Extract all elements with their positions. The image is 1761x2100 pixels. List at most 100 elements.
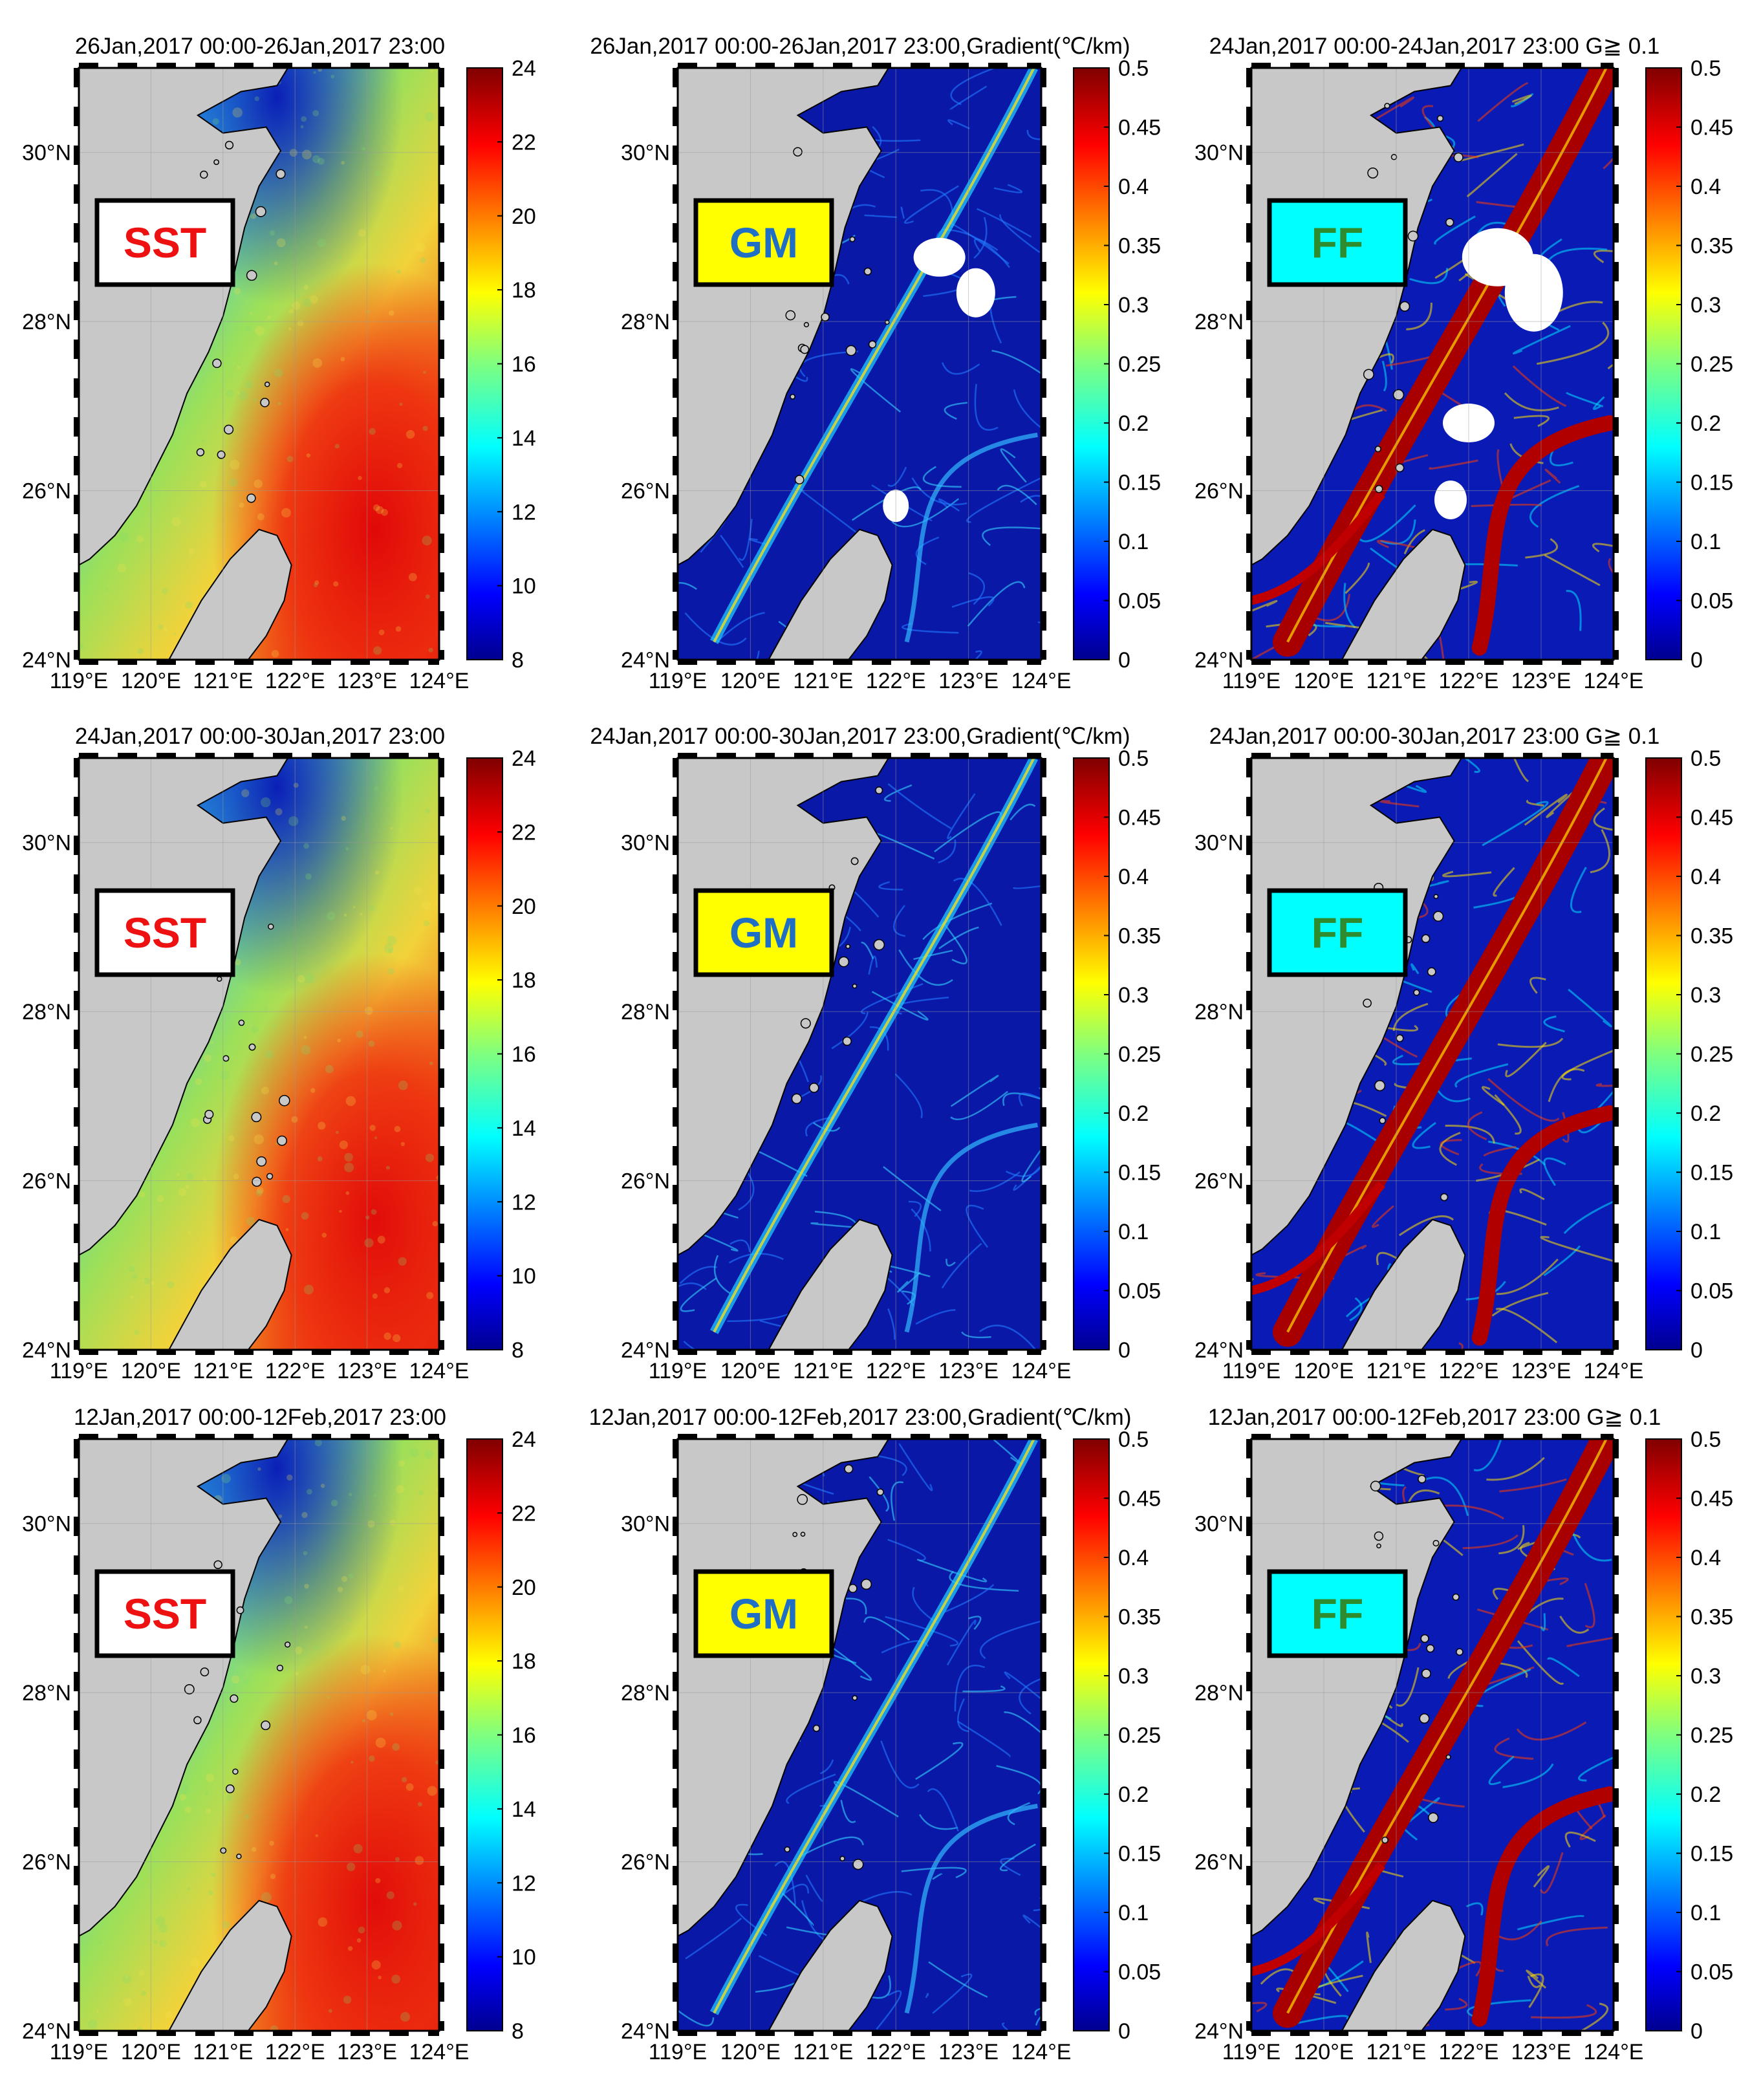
longitude-label: 121°E bbox=[193, 669, 253, 693]
sst-texture bbox=[405, 429, 415, 439]
frame-segment bbox=[74, 1594, 79, 1614]
sst-texture bbox=[270, 2025, 279, 2031]
latitude-label: 28°N bbox=[1194, 1681, 1244, 1705]
colorbar-tick-label: 0.25 bbox=[1691, 352, 1733, 377]
frame-segment bbox=[673, 1478, 678, 1497]
frame-segment bbox=[234, 63, 254, 68]
frame-segment bbox=[1246, 1478, 1251, 1497]
gradient-filament bbox=[1533, 1865, 1550, 1888]
frame-segment bbox=[1041, 1827, 1046, 1846]
gradient-filament bbox=[680, 1277, 717, 1312]
sst-texture bbox=[374, 1136, 378, 1140]
frame-border bbox=[78, 757, 440, 1351]
gm-colorbar: 0 0.05 0.1 0.15 0.2 0.25 0.3 0.35 0.4 0.45 0.5 bbox=[1073, 746, 1161, 1363]
latitude-label: 30°N bbox=[22, 831, 71, 856]
island bbox=[261, 1720, 271, 1731]
gradient-filament bbox=[1512, 365, 1567, 407]
island bbox=[785, 310, 796, 321]
sst-texture bbox=[158, 624, 164, 630]
gradient-filament bbox=[916, 1559, 988, 1583]
sst-texture bbox=[425, 1153, 435, 1162]
frame-segment bbox=[74, 1633, 79, 1652]
frame-segment bbox=[439, 1827, 444, 1846]
colorbar-tick-label: 0 bbox=[1691, 648, 1703, 673]
sst-texture bbox=[365, 1215, 370, 1220]
longitude-label: 121°E bbox=[793, 2040, 853, 2064]
frame-segment bbox=[1246, 1107, 1251, 1127]
colorbar-tick-label: 0.35 bbox=[1118, 924, 1161, 949]
gradient-filament bbox=[947, 119, 970, 130]
frame-segment bbox=[911, 753, 930, 758]
gradient-filament bbox=[1026, 129, 1041, 140]
gradient-filament bbox=[1012, 885, 1041, 889]
sst-texture bbox=[416, 243, 426, 253]
colorbar-tick-label: 0.05 bbox=[1118, 1279, 1161, 1304]
frame-segment bbox=[1329, 1350, 1348, 1355]
gradient-filament bbox=[1019, 1092, 1041, 1107]
frame-segment bbox=[1614, 611, 1619, 631]
sst-texture bbox=[428, 647, 433, 653]
cloud-gap bbox=[1434, 480, 1467, 519]
frame-segment bbox=[673, 534, 678, 553]
longitude-label: 124°E bbox=[1583, 2040, 1643, 2064]
island bbox=[200, 1667, 210, 1676]
frame-segment bbox=[1523, 1350, 1542, 1355]
frame-segment bbox=[1041, 758, 1046, 777]
gradient-filament bbox=[1528, 1973, 1544, 2008]
sst-texture bbox=[345, 1191, 350, 1195]
frame-segment bbox=[1246, 223, 1251, 243]
frame-segment bbox=[673, 68, 678, 87]
colorbar-tick-label: 0.35 bbox=[1691, 234, 1733, 259]
frame-segment bbox=[1329, 2031, 1348, 2036]
frame-segment bbox=[1251, 63, 1271, 68]
sst-texture bbox=[389, 1712, 394, 1716]
sst-colorbar: 8 10 12 14 16 18 20 22 24 bbox=[466, 746, 536, 1363]
gradient-filament bbox=[1357, 504, 1416, 543]
sst-texture bbox=[368, 1040, 375, 1047]
frame-segment bbox=[1614, 1478, 1619, 1497]
frame-segment bbox=[312, 63, 331, 68]
sst-label-box bbox=[94, 198, 235, 287]
sst-texture bbox=[421, 900, 431, 911]
island bbox=[1381, 1836, 1388, 1844]
frame-segment bbox=[74, 495, 79, 514]
gradient-filament bbox=[1504, 392, 1559, 411]
longitude-label: 120°E bbox=[121, 669, 181, 693]
gradient-filament bbox=[683, 1340, 697, 1350]
frame-segment bbox=[1368, 2031, 1387, 2036]
sst-texture bbox=[234, 958, 241, 966]
sst-texture bbox=[308, 951, 312, 955]
sst-texture bbox=[190, 1958, 200, 1967]
frame-segment bbox=[949, 753, 969, 758]
frame-segment bbox=[1246, 495, 1251, 514]
gm-label-box bbox=[693, 888, 834, 977]
map-frame bbox=[74, 753, 444, 1355]
sst-texture bbox=[230, 459, 240, 470]
frame-segment bbox=[74, 1905, 79, 1924]
colorbar-tick-label: 0.5 bbox=[1691, 56, 1721, 81]
frame-segment bbox=[1445, 63, 1465, 68]
frame-border bbox=[676, 67, 1043, 661]
frame-segment bbox=[673, 1146, 678, 1165]
frame-segment bbox=[1614, 1439, 1619, 1458]
latitude-label: 26°N bbox=[22, 1850, 71, 1875]
frame-segment bbox=[1614, 1068, 1619, 1088]
frame-segment bbox=[1246, 184, 1251, 204]
frame-segment bbox=[1246, 1905, 1251, 1924]
frame-segment bbox=[1407, 753, 1426, 758]
frame-segment bbox=[74, 456, 79, 475]
longitude-label: 123°E bbox=[337, 669, 397, 693]
island bbox=[808, 1083, 819, 1093]
sst-texture bbox=[318, 1121, 326, 1130]
colorbar-tick-label: 0.4 bbox=[1118, 865, 1149, 889]
gm-label-text: GM bbox=[729, 219, 798, 266]
sst-texture bbox=[304, 1583, 309, 1589]
frame-segment bbox=[988, 753, 1008, 758]
frame-segment bbox=[673, 1982, 678, 2002]
sst-texture bbox=[365, 1006, 373, 1015]
latitude-label: 24°N bbox=[22, 648, 71, 673]
frame-segment bbox=[1614, 340, 1619, 359]
colorbar-tick-label: 0 bbox=[1118, 2019, 1130, 2044]
frame-segment bbox=[74, 340, 79, 359]
frame-segment bbox=[1484, 63, 1504, 68]
